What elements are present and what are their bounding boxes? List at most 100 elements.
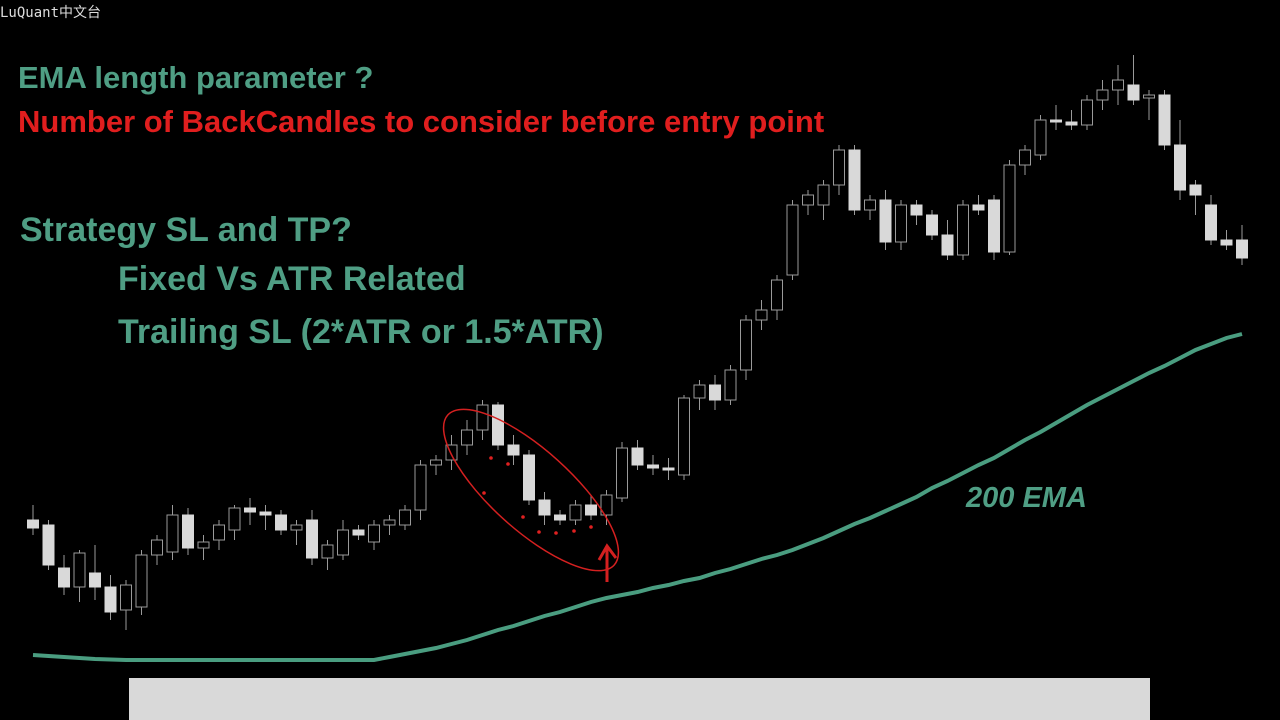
candles: [27, 55, 1248, 662]
candle-body: [957, 204, 969, 256]
candle-body: [802, 194, 814, 206]
ema-label: 200 EMA: [965, 482, 1087, 514]
candle-body: [352, 529, 365, 536]
candle-body: [833, 149, 845, 186]
bottom-bar: [129, 678, 1150, 720]
candle-body: [399, 509, 411, 526]
candle-body: [895, 204, 907, 243]
candle-body: [972, 204, 985, 211]
candle-body: [182, 514, 194, 549]
dot: [554, 531, 558, 535]
candle-body: [244, 507, 256, 513]
candle-body: [1019, 149, 1031, 166]
candle-body: [337, 529, 349, 556]
text-line: Strategy SL and TP?: [20, 211, 352, 249]
candle-body: [275, 514, 287, 531]
dot: [482, 491, 486, 495]
candle-body: [693, 384, 706, 399]
watermark: LuQuant中文台: [0, 5, 101, 21]
candle-body: [523, 454, 535, 501]
annotation: [442, 408, 620, 582]
candle-body: [166, 514, 179, 553]
candle-body: [135, 554, 148, 608]
candle-body: [383, 519, 396, 526]
candle-body: [1174, 144, 1186, 191]
candle-body: [848, 149, 861, 211]
dot: [489, 456, 493, 460]
candle-body: [616, 447, 628, 499]
candle-body: [600, 494, 613, 516]
dot: [521, 515, 525, 519]
dot: [537, 530, 541, 534]
dot: [589, 525, 593, 529]
entry-arrow: [597, 543, 618, 582]
candle-body: [58, 567, 70, 588]
candle-body: [1096, 89, 1109, 101]
candle-body: [678, 397, 690, 476]
candle-body: [73, 552, 86, 588]
candle-body: [709, 384, 721, 401]
dot: [506, 462, 510, 466]
candle-body: [941, 234, 954, 256]
candle-body: [476, 404, 489, 431]
candle-body: [864, 199, 876, 211]
candle-body: [1065, 121, 1078, 126]
candle-body: [430, 459, 442, 466]
candle-body: [1127, 84, 1140, 101]
candle-body: [290, 524, 303, 531]
candle-body: [1205, 204, 1217, 241]
candle-body: [507, 444, 520, 456]
candle-body: [554, 514, 566, 521]
candle-body: [755, 309, 768, 321]
candle-body: [213, 524, 225, 541]
candle-body: [445, 444, 458, 461]
candle-body: [585, 504, 597, 516]
candle-body: [89, 572, 101, 588]
candle-body: [414, 464, 427, 511]
highlight-ellipse: [442, 408, 620, 572]
candle-body: [492, 404, 504, 446]
candle-body: [1050, 119, 1062, 123]
candle-body: [1003, 164, 1016, 253]
annotation-dots: [482, 456, 593, 535]
text-line: Trailing SL (2*ATR or 1.5*ATR): [118, 313, 604, 351]
candle-body: [151, 539, 163, 556]
candle-body: [1034, 119, 1047, 156]
ema-line: [32, 332, 1243, 662]
candle-body: [631, 447, 644, 466]
candle-body: [42, 524, 55, 566]
candle-body: [569, 504, 582, 521]
dot: [572, 529, 576, 533]
candle-body: [988, 199, 1000, 253]
text-line: EMA length parameter ?: [18, 60, 373, 95]
candle-body: [461, 429, 473, 446]
candle-body: [1112, 79, 1124, 91]
candle-body: [368, 524, 380, 543]
candle-body: [1143, 94, 1155, 99]
candle-body: [1158, 94, 1171, 146]
candle-body: [1081, 99, 1093, 126]
candle-body: [1189, 184, 1202, 196]
candle-body: [786, 204, 799, 276]
candle-body: [771, 279, 783, 311]
candle-body: [1220, 239, 1233, 246]
candle-body: [104, 586, 117, 613]
candle-body: [926, 214, 938, 236]
candle-body: [724, 369, 737, 401]
candle-body: [27, 519, 39, 529]
candle-body: [538, 499, 551, 516]
candle-body: [910, 204, 923, 216]
text-line: Number of BackCandles to consider before…: [18, 104, 824, 139]
candle-body: [740, 319, 752, 371]
candle-body: [306, 519, 318, 559]
candle-body: [120, 584, 132, 611]
candle-body: [647, 464, 659, 469]
candle-body: [662, 467, 675, 471]
candle-body: [817, 184, 830, 206]
candle-body: [321, 544, 334, 559]
candle-body: [1236, 239, 1248, 259]
candle-body: [879, 199, 892, 243]
